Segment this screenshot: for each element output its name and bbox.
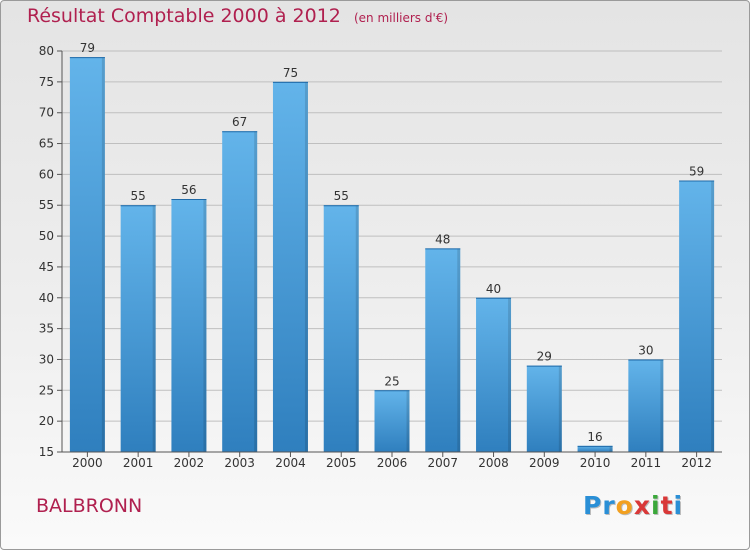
data-label: 75 [283,66,298,80]
logo-letter: o [615,491,634,520]
bar-shade [406,390,410,452]
y-tick-label: 30 [39,352,54,366]
bar-2007 [425,248,461,452]
y-tick-label: 25 [39,383,54,397]
bar-2009 [526,365,562,452]
y-tick-label: 20 [39,414,54,428]
bar-shade [203,199,207,452]
x-tick-label: 2002 [174,456,205,470]
x-tick-label: 2009 [529,456,560,470]
bar-shade [304,81,308,452]
bar-shade [660,359,664,452]
data-label: 79 [80,41,95,55]
bar-2011 [628,359,664,452]
data-label: 16 [587,430,602,444]
bar-shade [152,205,156,452]
bar-shade [101,57,105,453]
x-tick-label: 2007 [427,456,458,470]
bar-shade [254,131,258,452]
y-tick-label: 80 [39,44,54,58]
logo-letter: x [633,491,651,520]
bar-2005 [323,205,359,452]
bar-shade [457,248,461,452]
y-tick-label: 70 [39,106,54,120]
x-tick-label: 2011 [631,456,662,470]
y-tick-label: 75 [39,75,54,89]
x-tick-label: 2003 [224,456,255,470]
data-label: 55 [334,189,349,203]
x-tick-label: 2012 [681,456,712,470]
bar-2004 [272,81,308,452]
x-tick-label: 2008 [478,456,509,470]
bar-2010 [577,445,613,452]
data-label: 25 [384,374,399,388]
x-tick-label: 2006 [377,456,408,470]
proxiti-logo: Proxiti [583,491,683,520]
logo-letter: r [602,491,616,520]
chart-title: Résultat Comptable 2000 à 2012 (en milli… [27,5,448,27]
bar-2008 [476,297,512,452]
bar-shade [508,297,512,452]
data-label: 56 [181,183,196,197]
x-tick-label: 2004 [275,456,306,470]
bar-shade [558,365,562,452]
bar-2000 [69,57,105,453]
chart-subtitle: (en milliers d'€) [353,11,449,25]
x-tick-label: 2005 [326,456,357,470]
data-label: 30 [638,343,653,357]
x-tick-label: 2010 [580,456,611,470]
logo-letter: i [673,491,684,520]
chart-title-main: Résultat Comptable 2000 à 2012 [27,5,341,27]
x-tick-label: 2001 [123,456,154,470]
bar-2006 [374,390,410,452]
bar-2003 [222,131,258,452]
bar-shade [711,180,715,453]
bar-2001 [120,205,156,452]
y-tick-label: 15 [39,445,54,459]
logo-letter: i [651,491,661,520]
data-label: 40 [486,282,501,296]
y-tick-label: 45 [39,260,54,274]
data-label: 48 [435,232,450,246]
y-tick-label: 60 [39,167,54,181]
y-tick-label: 40 [39,291,54,305]
data-label: 55 [131,189,146,203]
data-label: 67 [232,115,247,129]
logo-letter: t [660,491,674,520]
y-tick-label: 50 [39,229,54,243]
bar-shade [609,445,613,452]
town-name: BALBRONN [36,495,143,517]
y-tick-label: 65 [39,137,54,151]
data-label: 29 [537,350,552,364]
x-tick-label: 2000 [72,456,103,470]
bar-2012 [679,180,715,453]
y-tick-label: 55 [39,198,54,212]
bar-shade [355,205,359,452]
data-label: 59 [689,165,704,179]
bar-2002 [171,199,207,452]
logo-letter: P [583,491,603,520]
y-tick-label: 35 [39,322,54,336]
